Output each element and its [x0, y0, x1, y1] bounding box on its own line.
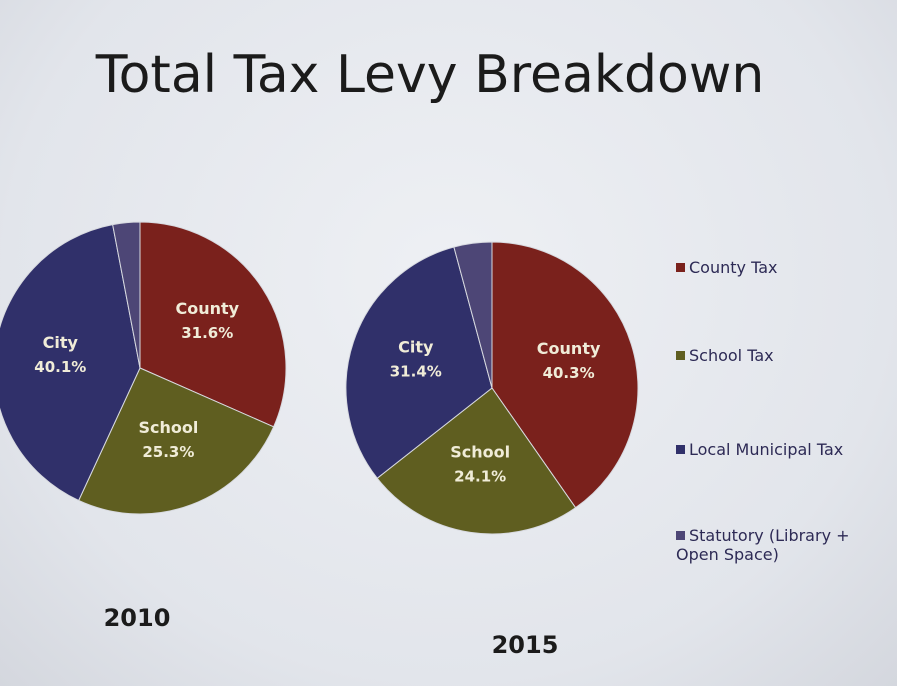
- slice-label: County: [175, 299, 239, 318]
- legend-label: County Tax: [689, 258, 778, 277]
- legend-item: Local Municipal Tax: [676, 440, 876, 459]
- slice-value-label: 31.6%: [181, 324, 233, 342]
- legend-item: Statutory (Library + Open Space): [676, 526, 876, 564]
- pie-slice: [453, 241, 493, 389]
- slice-label: School: [138, 418, 198, 437]
- legend-swatch: [676, 531, 685, 540]
- pie-slice: [139, 221, 287, 428]
- slice-value-label: 31.4%: [390, 363, 442, 381]
- legend-label: Local Municipal Tax: [689, 440, 844, 459]
- legend-label: School Tax: [689, 346, 774, 365]
- slice-label: County: [537, 339, 601, 358]
- pie-slice: [376, 387, 577, 535]
- legend-swatch: [676, 445, 685, 454]
- pie-slice: [78, 367, 275, 515]
- slice-label: City: [43, 333, 79, 352]
- pie-title: 2015: [492, 631, 559, 659]
- legend-item: School Tax: [676, 346, 876, 365]
- legend-swatch: [676, 263, 685, 272]
- pie-slice: [112, 221, 141, 369]
- slice-label: School: [450, 442, 510, 461]
- chart-title: Total Tax Levy Breakdown: [95, 45, 765, 105]
- slice-label: City: [398, 338, 434, 357]
- slice-value-label: 24.1%: [454, 467, 506, 485]
- legend-label: Statutory (Library + Open Space): [676, 526, 850, 564]
- slice-value-label: 40.1%: [34, 358, 86, 376]
- legend-swatch: [676, 351, 685, 360]
- legend-item: County Tax: [676, 258, 876, 277]
- pie-slice: [345, 246, 493, 479]
- slice-value-label: 40.3%: [543, 364, 595, 382]
- pie-slice: [491, 241, 639, 509]
- pie-slice: [0, 224, 141, 502]
- pie-title: 2010: [104, 604, 171, 632]
- slice-value-label: 25.3%: [142, 443, 194, 461]
